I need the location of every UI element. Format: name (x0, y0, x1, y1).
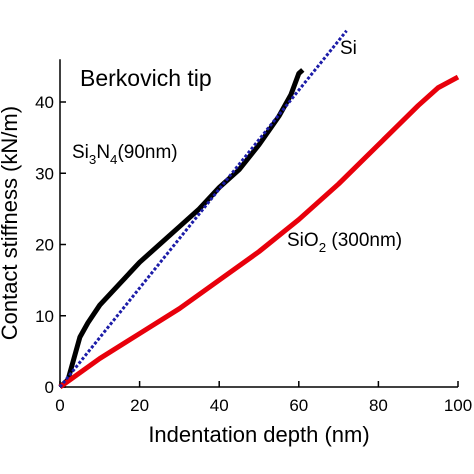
annotation: SiO2 (300nm) (287, 230, 402, 255)
series-line (58, 29, 348, 388)
x-tick-label: 80 (369, 396, 388, 415)
y-tick-label: 30 (35, 164, 54, 183)
y-tick-label: 0 (45, 378, 54, 397)
annotation-part: (300nm) (326, 230, 402, 251)
y-tick-label: 40 (35, 93, 54, 112)
x-tick-label: 100 (444, 396, 472, 415)
y-tick-label: 10 (35, 307, 54, 326)
y-tick-label: 20 (35, 236, 54, 255)
x-tick-label: 40 (210, 396, 229, 415)
y-axis-label: Contact stiffness (kN/m) (0, 106, 22, 340)
annotation-part: N (96, 142, 110, 163)
annotation-subscript: 2 (319, 240, 326, 255)
x-axis-label: Indentation depth (nm) (148, 422, 369, 447)
x-tick-label: 0 (55, 396, 64, 415)
annotation-part: Si (72, 142, 89, 163)
x-tick-label: 60 (289, 396, 308, 415)
x-tick-label: 20 (130, 396, 149, 415)
annotation: Berkovich tip (80, 65, 212, 91)
annotation-part: (90nm) (117, 142, 177, 163)
annotation-subscript: 4 (110, 152, 117, 167)
annotation-part: SiO (287, 230, 319, 251)
annotation-subscript: 3 (89, 152, 96, 167)
series-line (58, 68, 305, 389)
annotation: Si3N4(90nm) (72, 142, 178, 167)
series-line (58, 74, 460, 390)
annotation: Si (340, 38, 357, 59)
